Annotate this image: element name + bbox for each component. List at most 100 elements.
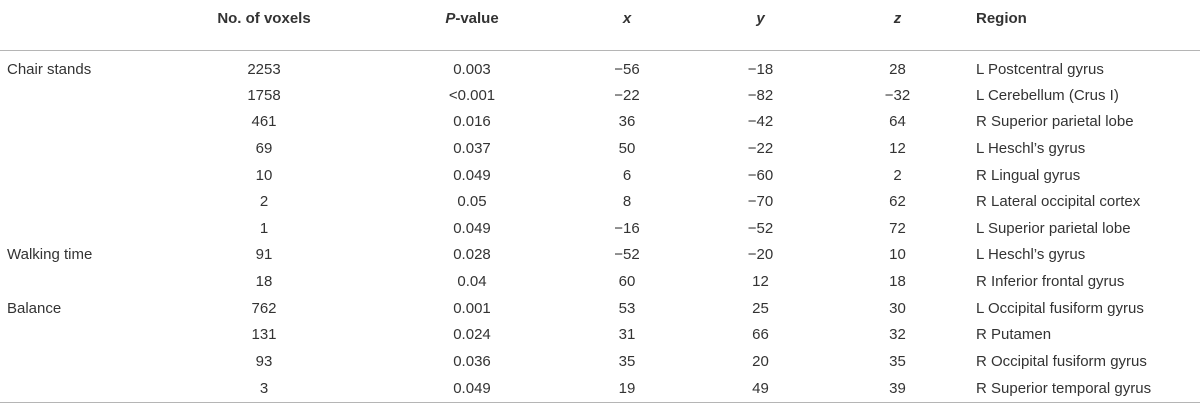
cell-voxels: 2 [259, 193, 269, 211]
cell-z: 62 [889, 193, 906, 211]
cell-voxels: 2253 [247, 60, 281, 78]
cell-p-value: 0.001 [453, 299, 491, 317]
cell-group [0, 374, 146, 404]
cell-group [0, 109, 146, 136]
cell-z: 2 [893, 166, 902, 184]
cell-x: 50 [618, 139, 636, 157]
cell-voxels: 1758 [247, 86, 281, 104]
cell-x: 53 [618, 299, 636, 317]
cell-region: L Cerebellum (Crus I) [976, 86, 1119, 104]
cell-voxels: 3 [146, 374, 382, 404]
cell-region: R Lateral occipital cortex [976, 193, 1141, 211]
cell-z: 64 [889, 113, 906, 131]
table-body: Chair stands 2253 0.003 −56 −18 28 L Pos… [0, 50, 1200, 404]
cell-y: 25 [752, 299, 769, 317]
table-row: 461 0.016 36 −42 64 R Superior parietal … [0, 109, 1200, 136]
table-row: 1758 <0.001 −22 −82 −32 L Cerebellum (Cr… [0, 82, 1200, 109]
cell-x: −16 [614, 219, 640, 237]
cell-p-value: <0.001 [448, 86, 496, 104]
cell-voxels: 131 [251, 326, 277, 344]
cell-x: −56 [614, 60, 640, 78]
cell-voxels: 461 [251, 113, 277, 131]
cell-group [0, 348, 146, 375]
table-row: 1 0.049 −16 −52 72 L Superior parietal l… [0, 215, 1200, 242]
header-p-rest: -value [455, 10, 499, 27]
cell-p-value: 0.05 [457, 193, 487, 211]
results-table: No. of voxels P-value x y z Region Chair… [0, 0, 1200, 404]
cell-p-value: 0.049 [453, 166, 491, 184]
table-row: 3 0.049 19 49 39 R Superior temporal gyr… [0, 374, 1200, 404]
cell-group [0, 135, 146, 162]
table-row: 69 0.037 50 −22 12 L Heschl’s gyrus [0, 135, 1200, 162]
cell-group [0, 188, 146, 215]
header-p-italic: P [445, 10, 456, 27]
cell-group: Balance [7, 299, 62, 317]
cell-region: L Occipital fusiform gyrus [976, 299, 1144, 317]
cell-y: −22 [747, 139, 774, 157]
cell-x: 19 [562, 374, 692, 404]
cell-p-value: 0.028 [453, 246, 491, 264]
cell-region: R Putamen [976, 326, 1052, 344]
cell-x: 60 [618, 272, 636, 290]
cell-region: R Superior temporal gyrus [966, 374, 1200, 404]
cell-group: Walking time [7, 246, 93, 264]
cell-p-value: 0.016 [453, 113, 491, 131]
cell-x: 36 [618, 113, 636, 131]
header-y: y [692, 0, 829, 51]
cell-region: R Inferior frontal gyrus [976, 272, 1125, 290]
cell-p-value: 0.049 [453, 219, 491, 237]
cell-y: 49 [692, 374, 829, 404]
cell-x: 31 [618, 326, 636, 344]
cell-region: R Lingual gyrus [976, 166, 1081, 184]
cell-y: −42 [747, 113, 774, 131]
cell-y: 20 [752, 352, 769, 370]
table-row: 18 0.04 60 12 18 R Inferior frontal gyru… [0, 268, 1200, 295]
cell-z: 32 [889, 326, 906, 344]
cell-y: −52 [747, 219, 774, 237]
cell-p-value: 0.036 [453, 352, 491, 370]
cell-y: −20 [747, 246, 774, 264]
cell-region: L Heschl’s gyrus [976, 139, 1086, 157]
cell-z: 10 [889, 246, 906, 264]
table-row: 2 0.05 8 −70 62 R Lateral occipital cort… [0, 188, 1200, 215]
cell-region: R Occipital fusiform gyrus [976, 352, 1147, 370]
cell-group [0, 268, 146, 295]
cell-z: 39 [829, 374, 966, 404]
cell-z: 72 [889, 219, 906, 237]
table-row: Chair stands 2253 0.003 −56 −18 28 L Pos… [0, 50, 1200, 82]
cell-voxels: 762 [251, 299, 277, 317]
header-p-value: P-value [382, 0, 562, 51]
cell-group [0, 82, 146, 109]
cell-y: 66 [752, 326, 769, 344]
cell-region: L Superior parietal lobe [976, 219, 1131, 237]
table-row: 10 0.049 6 −60 2 R Lingual gyrus [0, 162, 1200, 189]
cell-z: −32 [884, 86, 911, 104]
cell-y: −18 [747, 60, 774, 78]
cell-group: Chair stands [7, 60, 92, 78]
cell-x: −52 [614, 246, 640, 264]
cell-voxels: 93 [255, 352, 273, 370]
cell-z: 28 [889, 60, 906, 78]
cell-voxels: 91 [255, 246, 273, 264]
cell-z: 35 [889, 352, 906, 370]
cell-y: 12 [752, 272, 769, 290]
cell-voxels: 69 [255, 139, 273, 157]
cell-z: 12 [889, 139, 906, 157]
cell-y: −82 [747, 86, 774, 104]
header-group [0, 0, 146, 51]
cell-region: R Superior parietal lobe [976, 113, 1134, 131]
table-header: No. of voxels P-value x y z Region [0, 0, 1200, 51]
cell-p-value: 0.003 [453, 60, 491, 78]
cell-x: −22 [614, 86, 640, 104]
cell-z: 18 [889, 272, 906, 290]
header-row: No. of voxels P-value x y z Region [0, 0, 1200, 51]
cell-p-value: 0.049 [382, 374, 562, 404]
cell-group [0, 321, 146, 348]
cell-p-value: 0.024 [453, 326, 491, 344]
cell-region: L Heschl’s gyrus [976, 246, 1086, 264]
cell-x: 8 [622, 193, 632, 211]
header-z: z [829, 0, 966, 51]
table-row: 93 0.036 35 20 35 R Occipital fusiform g… [0, 348, 1200, 375]
cell-p-value: 0.037 [453, 139, 491, 157]
